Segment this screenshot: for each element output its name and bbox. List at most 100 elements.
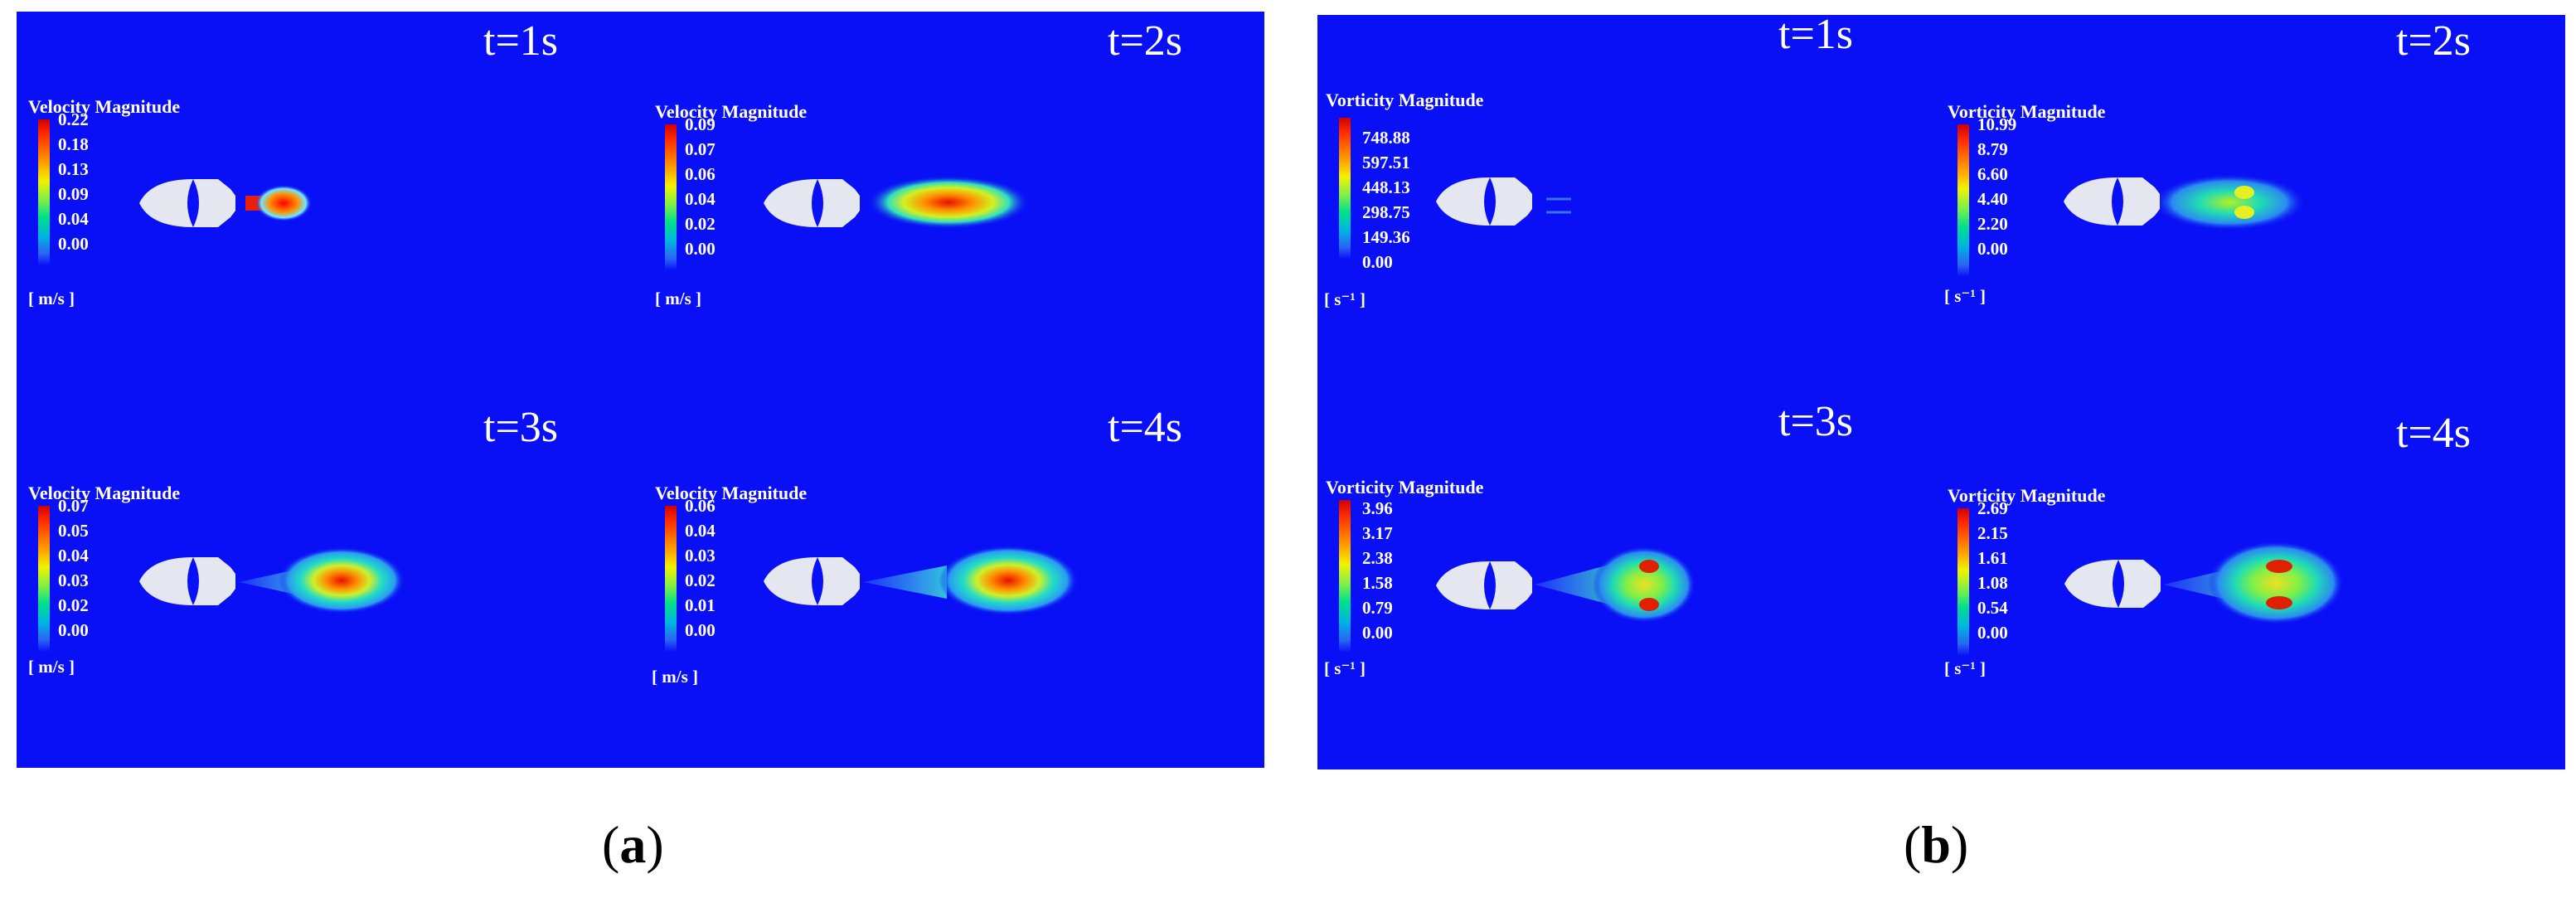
colorbar-tick: 3.96: [1362, 498, 1393, 518]
colorbar-title: Vorticity Magnitude: [1948, 485, 2106, 506]
colorbar-tick: 0.07: [58, 496, 89, 516]
colorbar-tick: 1.08: [1977, 573, 2008, 593]
velocity-panel: t=1s Velocity Magnitude 0.22 0.18 0.13 0…: [17, 12, 1264, 768]
colorbar-title: Vorticity Magnitude: [1326, 477, 1484, 498]
colorbar-unit: [ m/s ]: [28, 289, 75, 308]
colorbar-unit: [ s⁻¹ ]: [1944, 286, 1987, 306]
caption-letter: b: [1921, 815, 1951, 874]
colorbar-gradient: [1339, 118, 1351, 259]
vorticity-panel: t=1s Vorticity Magnitude 748.88 597.51 4…: [1317, 15, 2565, 769]
colorbar-title: Velocity Magnitude: [655, 101, 808, 122]
jet-streak: [1546, 197, 1571, 214]
flow-field: [764, 546, 1078, 615]
colorbar-tick: 149.36: [1362, 227, 1410, 247]
colorbar-tick: 0.09: [58, 184, 89, 204]
time-label: t=3s: [483, 404, 559, 451]
colorbar-gradient: [38, 119, 50, 265]
colorbar-unit: [ m/s ]: [655, 289, 701, 308]
colorbar-tick: 0.00: [58, 234, 89, 254]
colorbar-tick: 448.13: [1362, 177, 1410, 197]
caption-letter: a: [619, 815, 647, 874]
colorbar-tick: 10.99: [1977, 114, 2017, 134]
caption-a: (a): [602, 815, 664, 874]
vortex-core: [2266, 596, 2292, 609]
colorbar-tick: 0.54: [1977, 598, 2008, 618]
jet-plume: [2208, 541, 2344, 624]
colorbar-tick: 3.17: [1362, 523, 1393, 543]
vehicle-body: [764, 179, 860, 227]
vortex-core: [2266, 560, 2292, 573]
jet-plume: [939, 546, 1078, 615]
flow-field: [764, 176, 1030, 229]
colorbar-tick: 0.13: [58, 159, 89, 179]
time-label: t=2s: [1108, 17, 1183, 65]
flow-field: [1436, 177, 1571, 226]
caption-b: (b): [1904, 815, 1969, 874]
time-label: t=4s: [1108, 404, 1183, 451]
colorbar-tick: 0.04: [58, 546, 89, 565]
jet-plume: [255, 185, 312, 221]
colorbar-title: Velocity Magnitude: [28, 483, 181, 503]
jet-plume: [2153, 174, 2306, 231]
colorbar-unit: [ s⁻¹ ]: [1324, 658, 1366, 678]
colorbar-tick: 0.04: [685, 189, 716, 209]
colorbar-tick: 2.15: [1977, 523, 2008, 543]
colorbar-tick: 0.09: [685, 114, 716, 134]
flow-field: [2064, 541, 2344, 624]
colorbar-tick: 1.61: [1977, 548, 2008, 568]
colorbar-tick: 0.00: [685, 620, 716, 640]
colorbar-gradient: [38, 506, 50, 652]
vortex-core: [1639, 598, 1659, 611]
colorbar-gradient: [1957, 124, 1969, 277]
colorbar-gradient: [665, 124, 677, 270]
colorbar-tick: 0.00: [685, 239, 716, 259]
colorbar-tick: 2.69: [1977, 498, 2008, 518]
colorbar-tick: 0.00: [1362, 623, 1393, 643]
vehicle-body: [1436, 177, 1532, 226]
colorbar-tick: 0.03: [685, 546, 716, 565]
colorbar-tick: 2.38: [1362, 548, 1393, 568]
vortex-core: [2234, 186, 2254, 199]
colorbar-tick: 0.02: [685, 570, 716, 590]
frame-t3: t=3s Vorticity Magnitude 3.96 3.17 2.38 …: [1317, 392, 1941, 769]
colorbar-tick: 0.01: [685, 595, 716, 615]
colorbar-title: Velocity Magnitude: [655, 483, 808, 503]
colorbar-tick: 0.00: [1362, 252, 1393, 272]
colorbar-tick: 0.06: [685, 496, 716, 516]
colorbar-tick: 0.07: [685, 139, 716, 159]
colorbar-title: Vorticity Magnitude: [1326, 90, 1484, 110]
colorbar-tick: 0.79: [1362, 598, 1393, 618]
jet-tail: [863, 565, 947, 599]
colorbar-unit: [ m/s ]: [652, 667, 698, 687]
frame-t1: t=1s Velocity Magnitude 0.22 0.18 0.13 0…: [17, 12, 640, 390]
colorbar-gradient: [1957, 508, 1969, 656]
time-label: t=2s: [2396, 17, 2472, 65]
colorbar-tick: 298.75: [1362, 202, 1410, 222]
colorbar-title: Vorticity Magnitude: [1948, 101, 2106, 122]
colorbar-unit: [ s⁻¹ ]: [1324, 289, 1366, 309]
vortex-core: [1639, 560, 1659, 573]
colorbar-tick: 1.58: [1362, 573, 1393, 593]
frame-t3: t=3s Velocity Magnitude 0.07 0.05 0.04 0…: [17, 390, 640, 768]
colorbar-tick: 6.60: [1977, 164, 2008, 184]
frame-t1: t=1s Vorticity Magnitude 748.88 597.51 4…: [1317, 15, 1941, 392]
flow-field: [139, 179, 312, 227]
colorbar-unit: [ m/s ]: [28, 657, 75, 677]
vehicle-body: [764, 557, 860, 605]
colorbar-tick: 748.88: [1362, 128, 1410, 148]
colorbar-tick: 0.00: [1977, 239, 2008, 259]
flow-field: [139, 547, 405, 614]
colorbar-tick: 0.18: [58, 134, 89, 154]
colorbar-tick: 0.03: [58, 570, 89, 590]
colorbar-tick: 8.79: [1977, 139, 2008, 159]
vehicle-body: [139, 179, 235, 227]
flow-field: [1436, 546, 1696, 623]
time-label: t=3s: [1778, 398, 1854, 445]
vortex-core: [2234, 206, 2254, 219]
jet-plume: [1593, 546, 1696, 623]
colorbar-gradient: [665, 506, 677, 652]
colorbar-tick: 0.04: [685, 521, 716, 541]
colorbar-unit: [ s⁻¹ ]: [1944, 658, 1987, 678]
vehicle-body: [2064, 177, 2160, 226]
colorbar-tick: 0.22: [58, 109, 89, 129]
